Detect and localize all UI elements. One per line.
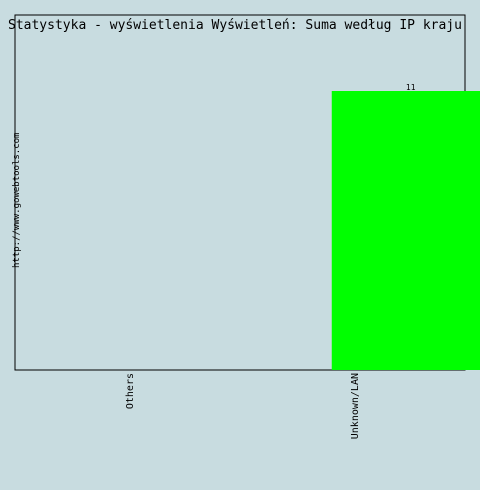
category-tick-label: Others (125, 373, 136, 409)
bars-group: 11 (331, 83, 480, 370)
chart-title: Statystyka - wyświetlenia Wyświetleń: Su… (8, 18, 462, 33)
bar-unknown-lan (331, 91, 480, 370)
category-ticks-group: Others Unknown/LAN (125, 373, 361, 439)
category-tick-label: Unknown/LAN (350, 373, 361, 439)
bar-value-label: 11 (406, 83, 416, 92)
side-url-label: http://www.gowebtools.com (12, 133, 22, 268)
